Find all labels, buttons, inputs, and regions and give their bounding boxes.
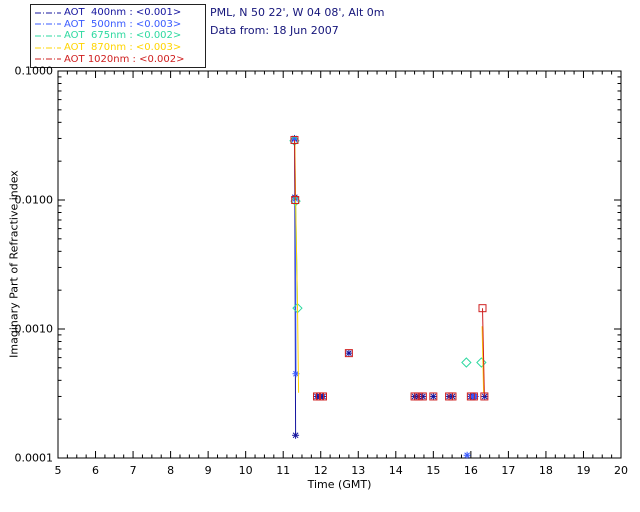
svg-text:8: 8 [167,464,174,477]
series-1020nm [290,135,489,401]
x-axis: 5 6 7 8 9 10 11 12 13 14 15 16 17 18 19 20 [55,71,628,477]
svg-text:0.0001: 0.0001 [15,452,54,465]
legend-label: AOT 1020nm : <0.002> [64,53,185,65]
legend-label: AOT 675nm : <0.002> [64,30,182,42]
svg-text:0.0010: 0.0010 [15,323,54,336]
legend-label: AOT 400nm : <0.001> [64,7,182,19]
site-location-text: PML, N 50 22', W 04 08', Alt 0m [210,6,385,19]
svg-text:19: 19 [576,464,590,477]
svg-text:20: 20 [614,464,628,477]
series-675nm [289,135,487,368]
svg-text:5: 5 [55,464,62,477]
svg-text:15: 15 [426,464,440,477]
data-date-text: Data from: 18 Jun 2007 [210,24,339,37]
svg-text:7: 7 [130,464,137,477]
y-axis-label: Imaginary Part of Refractive index [7,170,21,358]
x-axis-label: Time (GMT) [307,478,372,491]
svg-text:16: 16 [464,464,478,477]
legend-item: AOT 500nm : <0.003> [34,19,202,31]
svg-text:0.0100: 0.0100 [15,194,54,207]
legend-item: AOT 400nm : <0.001> [34,7,202,19]
svg-text:17: 17 [501,464,515,477]
legend-label: AOT 500nm : <0.003> [64,18,182,30]
legend-item: AOT 1020nm : <0.002> [34,53,202,65]
svg-text:0.1000: 0.1000 [15,65,54,78]
svg-text:13: 13 [351,464,365,477]
legend-line-sample [35,23,61,25]
svg-text:11: 11 [276,464,290,477]
legend-item: AOT 870nm : <0.003> [34,42,202,54]
legend-line-sample [35,12,61,14]
legend: AOT 400nm : <0.001> AOT 500nm : <0.003> AO… [30,4,206,68]
y-axis: 0.0001 0.0010 0.0100 0.1000 [15,65,621,465]
legend-line-sample [35,35,61,37]
legend-line-sample [35,58,61,60]
svg-text:6: 6 [92,464,99,477]
series-500nm [290,135,479,459]
plot-frame [57,70,622,459]
legend-item: AOT 675nm : <0.002> [34,30,202,42]
svg-text:12: 12 [314,464,328,477]
legend-label: AOT 870nm : <0.003> [64,42,182,54]
series-870nm [294,141,485,393]
svg-text:14: 14 [389,464,403,477]
svg-text:10: 10 [239,464,253,477]
svg-text:9: 9 [205,464,212,477]
legend-line-sample [35,47,61,49]
svg-text:18: 18 [539,464,553,477]
